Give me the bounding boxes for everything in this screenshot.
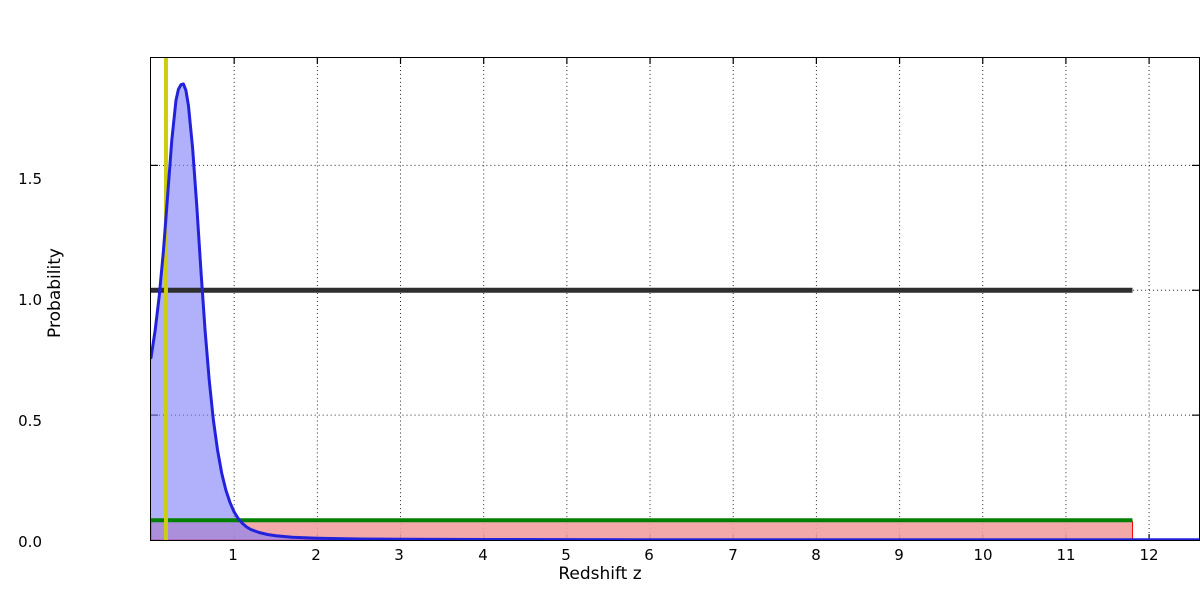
gridlines [151, 58, 1199, 540]
plot-area [150, 57, 1200, 541]
axis-ticks [151, 58, 1199, 540]
x-axis-label: Redshift z [558, 564, 642, 584]
y-tick-label-2: 1.0 [18, 291, 42, 309]
plot-svg [151, 58, 1199, 540]
x-tick-label-3: 3 [394, 546, 404, 564]
y-tick-label-1: 0.5 [18, 412, 42, 430]
x-tick-label-5: 5 [561, 546, 571, 564]
series-bpz-pz-fill [151, 83, 1199, 540]
y-axis-label: Probability [45, 248, 65, 338]
x-tick-label-9: 9 [894, 546, 904, 564]
x-tick-label-4: 4 [478, 546, 488, 564]
y-tick-label-0: 0.0 [18, 533, 42, 551]
x-tick-label-7: 7 [728, 546, 738, 564]
x-tick-label-10: 10 [973, 546, 993, 564]
series-bpz-pz-line [151, 82, 1199, 540]
x-tick-label-6: 6 [644, 546, 654, 564]
x-tick-label-2: 2 [311, 546, 321, 564]
x-tick-label-11: 11 [1056, 546, 1076, 564]
x-tick-label-8: 8 [811, 546, 821, 564]
x-tick-label-12: 12 [1139, 546, 1159, 564]
x-tick-label-1: 1 [228, 546, 238, 564]
y-tick-label-3: 1.5 [18, 170, 42, 188]
